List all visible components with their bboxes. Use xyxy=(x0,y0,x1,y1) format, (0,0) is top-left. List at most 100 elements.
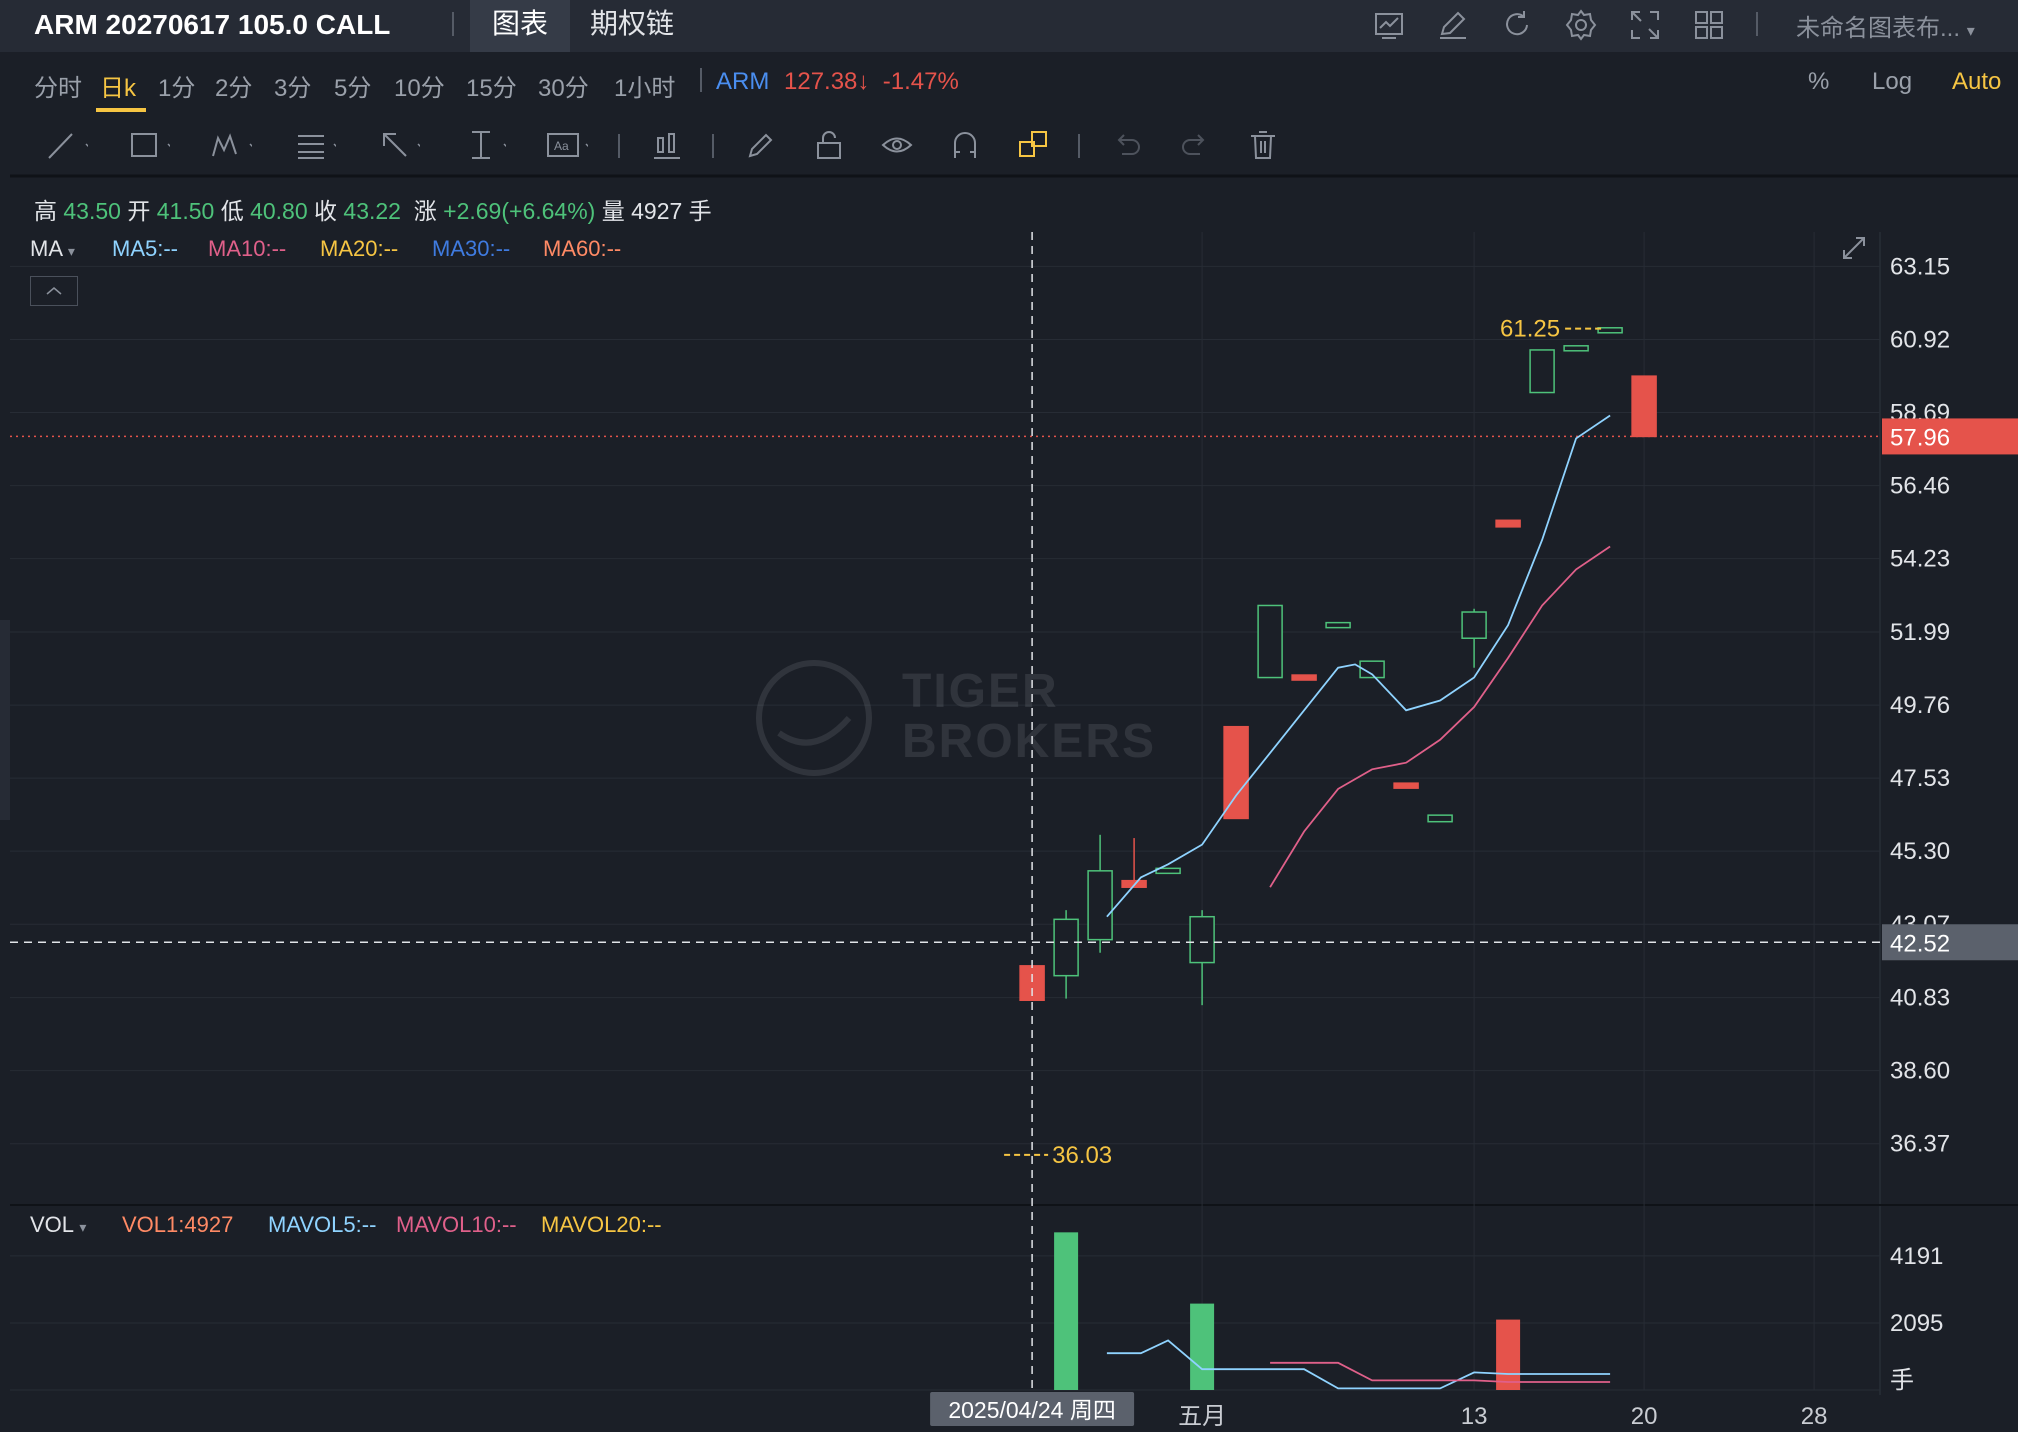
magnet-icon[interactable] xyxy=(948,128,982,167)
expand-chart-icon[interactable] xyxy=(1838,232,1870,269)
volume-unit-label: 手 xyxy=(1890,1367,1914,1394)
price-tick-label: 49.76 xyxy=(1890,692,1950,719)
tf-30min[interactable]: 30分 xyxy=(538,75,589,102)
close-value: 43.22 xyxy=(343,198,401,224)
volume-bar xyxy=(1054,1232,1079,1390)
layout-grid-icon[interactable] xyxy=(1692,8,1726,42)
percent-scale-toggle[interactable]: % xyxy=(1808,68,1830,95)
ma10-label: MA10:-- xyxy=(208,236,287,261)
indicator-icon[interactable] xyxy=(1372,8,1406,42)
chevron-up-icon xyxy=(46,287,62,295)
price-tick-label: 56.46 xyxy=(1890,473,1950,500)
ma-name: MA xyxy=(30,236,62,261)
candle-body xyxy=(1257,604,1283,679)
mavol5-label: MAVOL5:-- xyxy=(268,1212,377,1237)
watermark-line2: BROKERS xyxy=(902,715,1157,768)
open-value: 41.50 xyxy=(156,198,215,224)
tf-15min[interactable]: 15分 xyxy=(466,75,517,102)
undo-icon[interactable] xyxy=(1110,128,1144,167)
refresh-icon[interactable] xyxy=(1500,8,1534,42)
divider xyxy=(700,68,702,92)
tf-daily[interactable]: 日k xyxy=(100,75,136,102)
settings-gear-icon[interactable] xyxy=(1564,8,1598,42)
candle-body xyxy=(1291,674,1317,681)
unlock-icon[interactable] xyxy=(812,128,846,167)
measure-tool-icon[interactable] xyxy=(456,128,513,167)
ohlc-readout: 高 43.50 开 41.50 低 40.80 收 43.22 涨 +2.69(… xyxy=(34,192,712,226)
change-label: 涨 xyxy=(413,198,437,224)
time-axis-label: 13 xyxy=(1461,1403,1488,1430)
candle xyxy=(1291,674,1317,681)
visibility-eye-icon[interactable] xyxy=(880,128,914,167)
redo-icon[interactable] xyxy=(1178,128,1212,167)
high-annotation-label: 61.25 xyxy=(1500,316,1560,343)
log-scale-toggle[interactable]: Log xyxy=(1872,68,1913,95)
drawing-toolbar: Aa xyxy=(0,114,2018,176)
instrument-title: ARM 20270617 105.0 CALL xyxy=(34,9,391,40)
tab-chart[interactable]: 图表 xyxy=(470,0,571,52)
volume-label: 量 xyxy=(601,198,625,224)
underlying-change: -1.47% xyxy=(882,68,959,95)
price-tick-label: 45.30 xyxy=(1890,838,1950,865)
delete-trash-icon[interactable] xyxy=(1246,128,1280,167)
tf-intraday[interactable]: 分时 xyxy=(34,75,82,102)
divider xyxy=(1078,134,1080,158)
tab-option-chain[interactable]: 期权链 xyxy=(590,8,675,39)
tf-3min[interactable]: 3分 xyxy=(274,75,312,102)
candle-style-icon[interactable] xyxy=(650,128,684,167)
side-panel-handle[interactable] xyxy=(0,620,10,820)
mavol10-label: MAVOL10:-- xyxy=(396,1212,517,1237)
auto-scale-toggle[interactable]: Auto xyxy=(1952,68,2002,95)
candle-body xyxy=(1597,327,1623,334)
vol-indicator-menu[interactable]: VOL ▾ xyxy=(30,1212,86,1238)
mavol10-line xyxy=(1270,1361,1611,1383)
candle xyxy=(1529,349,1555,394)
low-annotation-label: 36.03 xyxy=(1052,1142,1112,1169)
brush-icon[interactable] xyxy=(744,128,778,167)
tf-1hour[interactable]: 1小时 xyxy=(614,75,676,102)
edit-icon[interactable] xyxy=(1436,8,1470,42)
volume-bar xyxy=(1496,1319,1521,1390)
last-price-tag xyxy=(1882,418,2018,455)
candle xyxy=(1597,327,1623,334)
vol1-label: VOL1:4927 xyxy=(122,1212,234,1237)
link-sync-icon[interactable] xyxy=(1016,128,1050,167)
chevron-down-icon: ▾ xyxy=(1966,23,1975,40)
watermark-line1: TIGER xyxy=(902,665,1059,718)
fullscreen-icon[interactable] xyxy=(1628,8,1662,42)
time-axis-label: 20 xyxy=(1631,1403,1658,1430)
tf-10min[interactable]: 10分 xyxy=(394,75,445,102)
time-axis-label: 五月 xyxy=(1178,1403,1226,1430)
tf-2min[interactable]: 2分 xyxy=(215,75,253,102)
collapse-indicator-button[interactable] xyxy=(30,276,78,306)
volume-value: 4927 xyxy=(631,198,683,224)
price-tick-label: 38.60 xyxy=(1890,1058,1950,1085)
chart-layout-name[interactable]: 未命名图表布... ▾ xyxy=(1796,8,1975,43)
candle xyxy=(1563,345,1589,352)
price-tick-label: 60.92 xyxy=(1890,326,1950,353)
price-tick-label: 63.15 xyxy=(1890,253,1950,280)
volume-tick-label: 2095 xyxy=(1890,1310,1943,1337)
ma5-label: MA5:-- xyxy=(112,236,178,261)
tf-5min[interactable]: 5分 xyxy=(334,75,372,102)
divider xyxy=(712,134,714,158)
candle xyxy=(1393,782,1419,789)
fib-tool-icon[interactable] xyxy=(286,128,343,167)
tf-1min[interactable]: 1分 xyxy=(158,75,196,102)
ma-indicator-menu[interactable]: MA ▾ xyxy=(30,236,75,262)
underlying-symbol[interactable]: ARM xyxy=(716,68,770,95)
close-label: 收 xyxy=(314,198,338,224)
candle xyxy=(1189,910,1215,1006)
chevron-down-icon: ▾ xyxy=(67,243,75,259)
volume-tick-label: 4191 xyxy=(1890,1243,1943,1270)
volume-bar xyxy=(1190,1303,1215,1390)
candle-body xyxy=(1087,870,1113,941)
open-label: 开 xyxy=(127,198,151,224)
candle-body xyxy=(1427,814,1453,823)
candle-body xyxy=(1359,660,1385,679)
candle xyxy=(1495,519,1521,528)
price-tick-label: 47.53 xyxy=(1890,765,1950,792)
timeframe-bar: 分时 日k 1分 2分 3分 5分 10分 15分 30分 1小时 ARM 12… xyxy=(0,52,2018,114)
candle xyxy=(1223,725,1249,820)
